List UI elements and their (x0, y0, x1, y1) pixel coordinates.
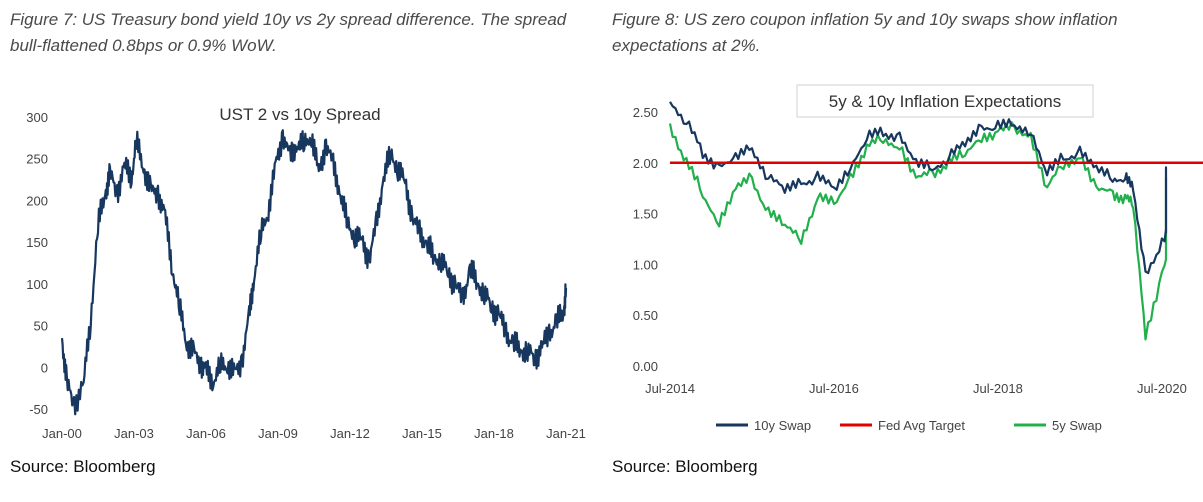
legend-label: 5y Swap (1052, 418, 1102, 433)
y-tick-label: 0.00 (633, 359, 658, 374)
5y-swap-line (668, 121, 1168, 341)
legend-label: 10y Swap (754, 418, 811, 433)
y-tick-label: 50 (34, 319, 48, 334)
y-tick-label: 200 (26, 193, 48, 208)
spread-line (60, 129, 568, 416)
y-tick-label: 150 (26, 235, 48, 250)
y-tick-label: 100 (26, 277, 48, 292)
chart-title: 5y & 10y Inflation Expectations (829, 92, 1061, 111)
y-tick-label: 1.00 (633, 257, 658, 272)
x-tick-label: Jan-09 (258, 426, 298, 441)
spread-chart: UST 2 vs 10y Spread 300 250 200 150 100 50 0 -5… (26, 105, 586, 441)
y-tick-label: 1.50 (633, 207, 658, 222)
figure-8-caption: Figure 8: US zero coupon inflation 5y an… (612, 10, 1118, 55)
x-tick-label: Jan-15 (402, 426, 442, 441)
x-tick-label: Jul-2018 (973, 381, 1023, 396)
x-tick-label: Jan-06 (186, 426, 226, 441)
chart-title: UST 2 vs 10y Spread (219, 105, 380, 124)
x-tick-label: Jul-2016 (809, 381, 859, 396)
y-tick-label: 0 (41, 360, 48, 375)
y-tick-label: 0.50 (633, 308, 658, 323)
x-tick-label: Jan-03 (114, 426, 154, 441)
source-note: Source: Bloomberg (10, 457, 156, 476)
chart-title-box (796, 84, 1094, 118)
10y-swap-line (669, 101, 1168, 275)
y-tick-label: 2.50 (633, 105, 658, 120)
x-tick-label: Jul-2020 (1137, 381, 1187, 396)
y-tick-label: 250 (26, 152, 48, 167)
x-tick-label: Jan-00 (42, 426, 82, 441)
y-tick-label: 300 (26, 110, 48, 125)
x-tick-label: Jan-12 (330, 426, 370, 441)
x-tick-label: Jan-21 (546, 426, 586, 441)
figure-7-caption: Figure 7: US Treasury bond yield 10y vs … (10, 10, 567, 55)
legend-label: Fed Avg Target (878, 418, 965, 433)
source-note: Source: Bloomberg (612, 457, 758, 476)
x-tick-label: Jul-2014 (645, 381, 695, 396)
y-tick-label: 2.00 (633, 156, 658, 171)
x-tick-label: Jan-18 (474, 426, 514, 441)
y-tick-label: -50 (29, 402, 48, 417)
